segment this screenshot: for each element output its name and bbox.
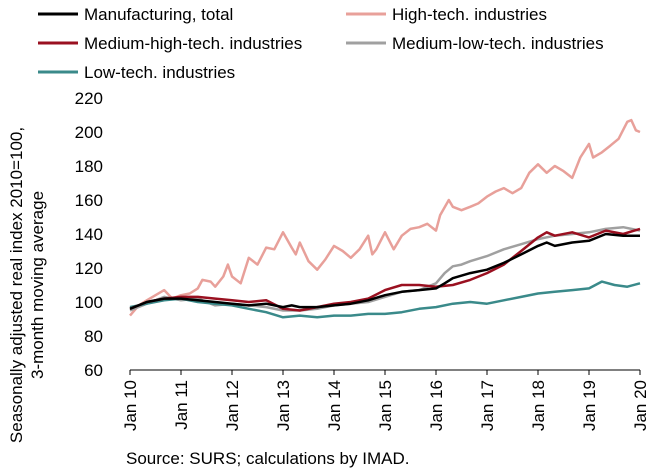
- x-tick-label: Jan 10: [121, 380, 140, 431]
- series-lines: [129, 118, 641, 319]
- legend-label-medium-high-tech: Medium-high-tech. industries: [84, 34, 302, 53]
- y-axis-ticks: 60 80 100 120 140 160 180 200 220: [75, 89, 103, 380]
- series-line-manufacturing-total: [129, 232, 640, 310]
- x-tick-label: Jan 13: [274, 380, 293, 431]
- legend-label-medium-low-tech: Medium-low-tech. industries: [392, 34, 604, 53]
- x-tick-label: Jan 19: [580, 380, 599, 431]
- x-tick-label: Jan 20: [631, 380, 650, 431]
- y-tick-label: 200: [75, 123, 103, 142]
- x-tick-label: Jan 17: [478, 380, 497, 431]
- y-tick-label: 180: [75, 157, 103, 176]
- legend-item-medium-high-tech: Medium-high-tech. industries: [38, 34, 302, 53]
- y-tick-label: 60: [84, 361, 103, 380]
- y-tick-label: 220: [75, 89, 103, 108]
- x-tick-label: Jan 11: [172, 380, 191, 430]
- legend-item-low-tech: Low-tech. industries: [38, 63, 235, 82]
- series-line-high-tech-industries: [129, 118, 641, 317]
- y-tick-label: 120: [75, 259, 103, 278]
- y-tick-label: 100: [75, 293, 103, 312]
- x-tick-label: Jan 18: [529, 380, 548, 431]
- legend: Manufacturing, total High-tech. industri…: [38, 5, 604, 82]
- y-tick-label: 80: [84, 327, 103, 346]
- y-axis-label: Seasonally adjusted real index 2010=100,…: [7, 127, 47, 443]
- source-note: Source: SURS; calculations by IMAD.: [126, 449, 409, 468]
- x-axis-ticks: Jan 10 Jan 11 Jan 12 Jan 13 Jan 14 Jan 15 Jan …: [121, 370, 650, 431]
- x-tick-label: Jan 12: [223, 380, 242, 431]
- y-tick-label: 160: [75, 191, 103, 210]
- x-tick-label: Jan 15: [376, 380, 395, 431]
- legend-item-medium-low-tech: Medium-low-tech. industries: [346, 34, 604, 53]
- legend-label-high-tech: High-tech. industries: [392, 5, 547, 24]
- series-line-medium-high-tech-industries: [129, 227, 641, 312]
- x-tick-label: Jan 14: [325, 380, 344, 431]
- y-axis-label-line-2: 3-month moving average: [28, 191, 47, 379]
- x-tick-label: Jan 16: [427, 380, 446, 431]
- legend-item-high-tech: High-tech. industries: [346, 5, 547, 24]
- legend-label-low-tech: Low-tech. industries: [84, 63, 235, 82]
- y-tick-label: 140: [75, 225, 103, 244]
- legend-item-manufacturing-total: Manufacturing, total: [38, 5, 233, 24]
- y-axis-label-line-1: Seasonally adjusted real index 2010=100,: [7, 127, 26, 443]
- legend-label-manufacturing-total: Manufacturing, total: [84, 5, 233, 24]
- series-line-low-tech-industries: [129, 280, 641, 319]
